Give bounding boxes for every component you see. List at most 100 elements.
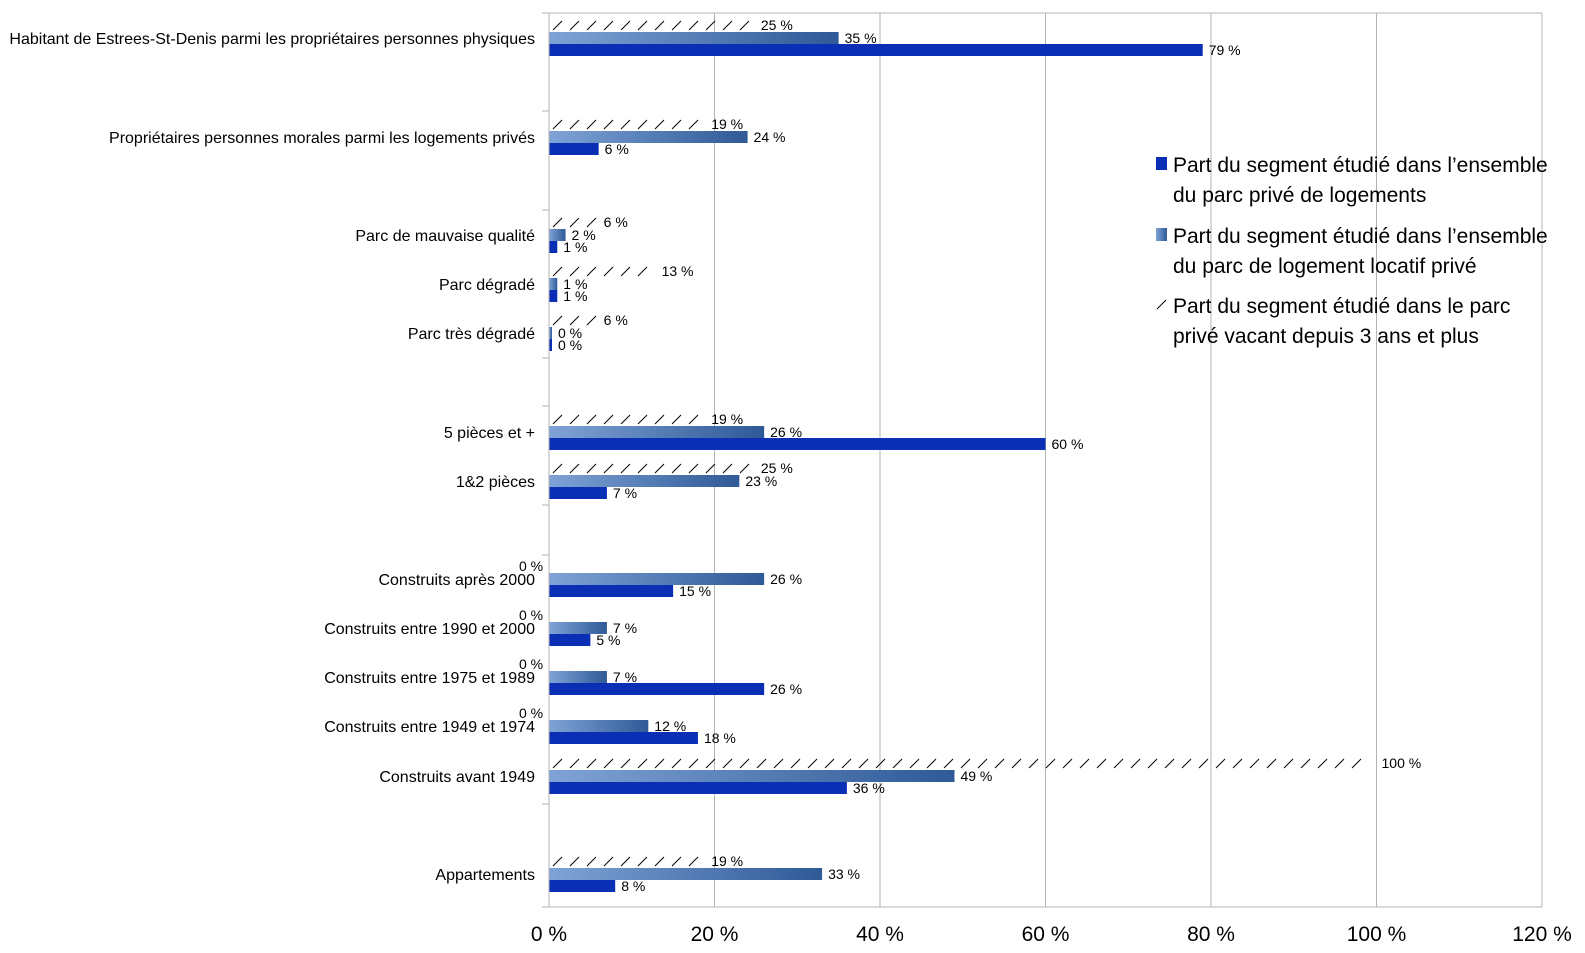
data-label-parc-prive: 1 % — [563, 288, 587, 304]
category-label: Habitant de Estrees-St-Denis parmi les p… — [9, 31, 535, 48]
data-label-locatif: 33 % — [828, 866, 860, 882]
x-tick-label: 20 % — [691, 923, 739, 946]
data-label-locatif: 2 % — [572, 227, 596, 243]
bar-locatif — [549, 475, 740, 487]
x-tick-label: 40 % — [856, 923, 904, 946]
legend: Part du segment étudié dans l’ensemble du… — [1156, 154, 1548, 348]
category-label: Construits avant 1949 — [379, 769, 535, 786]
bar-vacant — [552, 266, 648, 277]
bar-vacant — [552, 20, 750, 31]
axes — [542, 12, 1542, 908]
bar-parc-prive — [549, 880, 616, 892]
bar-locatif — [549, 622, 607, 634]
bar-parc-prive — [549, 143, 599, 155]
category-label: Construits entre 1949 et 1974 — [324, 719, 535, 736]
x-tick-label: 120 % — [1512, 923, 1572, 946]
bar-vacant — [552, 463, 750, 474]
bar-parc-prive — [549, 438, 1046, 450]
data-label-vacant: 0 % — [519, 705, 543, 721]
data-label-locatif: 26 % — [770, 571, 802, 587]
labels: 0 % 20 % 40 % 60 % 80 % 100 % 120 % Habitant de… — [9, 17, 1571, 946]
bar-vacant — [552, 217, 597, 228]
legend-entry: Part du segment étudié dans l’ensemble du… — [1156, 154, 1548, 207]
data-label-locatif: 35 % — [845, 30, 877, 46]
bar-locatif — [549, 720, 649, 732]
data-label-vacant: 25 % — [761, 460, 793, 476]
bar-locatif — [549, 229, 566, 241]
category-label: Propriétaires personnes morales parmi le… — [109, 130, 535, 147]
data-label-parc-prive: 7 % — [613, 485, 637, 501]
bar-parc-prive — [549, 487, 607, 499]
data-label-parc-prive: 79 % — [1209, 42, 1241, 58]
legend-entry: Part du segment étudié dans le parc privé… — [1156, 295, 1510, 348]
data-label-vacant: 19 % — [711, 411, 743, 427]
category-label: 1&2 pièces — [456, 474, 535, 491]
bar-parc-prive — [549, 683, 765, 695]
legend-entry: Part du segment étudié dans l’ensemble du… — [1156, 225, 1548, 278]
bar-parc-prive — [549, 585, 674, 597]
category-label: Construits entre 1990 et 2000 — [324, 621, 535, 638]
data-label-vacant: 0 % — [519, 558, 543, 574]
bar-vacant — [552, 758, 1362, 769]
data-label-parc-prive: 5 % — [596, 632, 620, 648]
bar-parc-prive — [549, 44, 1203, 56]
bar-vacant — [552, 414, 699, 425]
category-label: 5 pièces et + — [444, 425, 535, 442]
bar-locatif — [549, 131, 748, 143]
legend-label: Part du segment étudié dans l’ensemble — [1173, 225, 1548, 248]
data-label-locatif: 24 % — [754, 129, 786, 145]
bars — [549, 20, 1362, 892]
bar-vacant — [552, 315, 597, 326]
bar-parc-prive — [549, 732, 698, 744]
data-label-vacant: 0 % — [519, 607, 543, 623]
legend-label: Part du segment étudié dans le parc — [1173, 295, 1510, 318]
legend-label: du parc de logement locatif privé — [1173, 255, 1477, 278]
bar-parc-prive — [549, 634, 591, 646]
data-label-vacant: 100 % — [1382, 755, 1422, 771]
data-label-locatif: 7 % — [613, 620, 637, 636]
data-label-parc-prive: 8 % — [621, 878, 645, 894]
legend-swatch — [1156, 299, 1167, 310]
category-label: Parc très dégradé — [408, 326, 535, 343]
data-label-vacant: 19 % — [711, 116, 743, 132]
category-label: Parc dégradé — [439, 277, 535, 294]
bar-vacant — [552, 856, 699, 867]
category-label: Appartements — [435, 867, 535, 884]
bar-vacant — [552, 119, 699, 130]
bar-locatif — [549, 327, 552, 339]
bar-parc-prive — [549, 339, 552, 351]
x-tick-label: 0 % — [531, 923, 567, 946]
data-label-locatif: 49 % — [960, 768, 992, 784]
bar-parc-prive — [549, 290, 558, 302]
legend-label: Part du segment étudié dans l’ensemble — [1173, 154, 1548, 177]
x-tick-label: 80 % — [1187, 923, 1235, 946]
category-label: Construits après 2000 — [378, 572, 535, 589]
data-label-locatif: 26 % — [770, 424, 802, 440]
category-label: Parc de mauvaise qualité — [355, 228, 535, 245]
data-label-parc-prive: 18 % — [704, 730, 736, 746]
data-label-parc-prive: 6 % — [605, 141, 629, 157]
bar-locatif — [549, 671, 607, 683]
data-label-vacant: 0 % — [519, 656, 543, 672]
data-label-locatif: 0 % — [558, 325, 582, 341]
data-label-locatif: 7 % — [613, 669, 637, 685]
x-tick-label: 60 % — [1022, 923, 1070, 946]
bar-parc-prive — [549, 782, 847, 794]
data-label-parc-prive: 0 % — [558, 337, 582, 353]
legend-swatch — [1156, 228, 1167, 241]
data-label-locatif: 1 % — [563, 276, 587, 292]
data-label-vacant: 6 % — [604, 312, 628, 328]
data-label-parc-prive: 60 % — [1052, 436, 1084, 452]
gridlines — [548, 12, 1543, 907]
data-label-locatif: 23 % — [745, 473, 777, 489]
bar-parc-prive — [549, 241, 558, 253]
bar-locatif — [549, 573, 765, 585]
bar-locatif — [549, 426, 765, 438]
category-label: Construits entre 1975 et 1989 — [324, 670, 535, 687]
bar-locatif — [549, 868, 823, 880]
data-label-locatif: 12 % — [654, 718, 686, 734]
data-label-parc-prive: 1 % — [563, 239, 587, 255]
bar-locatif — [549, 278, 558, 290]
data-label-vacant: 25 % — [761, 17, 793, 33]
